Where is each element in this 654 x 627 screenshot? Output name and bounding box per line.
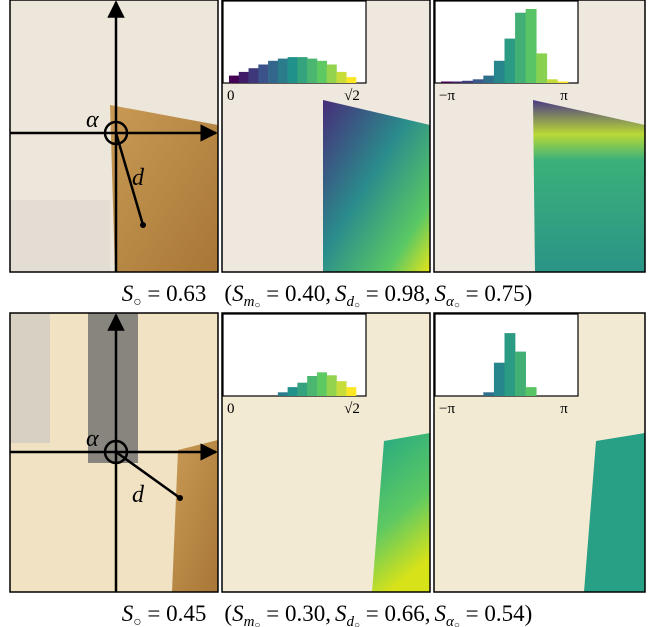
distance-end [140, 222, 146, 228]
histogram-bar [473, 79, 484, 83]
floor [10, 200, 110, 272]
dresser [172, 440, 218, 592]
symbol: S [434, 601, 446, 626]
histogram-max: √2 [344, 88, 360, 104]
paren: ( [224, 601, 232, 626]
histogram-bar [288, 387, 298, 396]
histogram-min: 0 [227, 88, 235, 104]
subscript: m [244, 294, 255, 310]
histogram-bar [249, 68, 259, 83]
histogram-bar [258, 65, 268, 84]
histogram-bar [441, 82, 452, 83]
histogram-bar [536, 53, 547, 83]
value: = 0.63 [142, 281, 207, 306]
paren: ( [224, 281, 232, 306]
panel-annotated: αd [10, 0, 218, 272]
histogram-bar [452, 82, 463, 83]
histogram-bar [483, 76, 494, 83]
histogram-min: −π [439, 88, 455, 104]
subscript: ○ [133, 295, 141, 310]
d-label: d [132, 482, 145, 508]
histogram-bar [346, 77, 356, 83]
histogram-bar [547, 79, 558, 83]
histogram-bar [307, 59, 317, 83]
value: = 0.98, [360, 281, 430, 306]
symbol: S [232, 281, 244, 306]
histogram-bar [494, 363, 505, 396]
value: = 0.45 [142, 601, 207, 626]
histogram-bar [494, 61, 505, 83]
histogram-bar [297, 383, 307, 396]
subscript: m [244, 614, 255, 627]
subscript: ○ [133, 615, 141, 627]
histogram-bar [307, 376, 317, 396]
histogram-bar [278, 392, 288, 396]
symbol: S [232, 601, 244, 626]
histogram-min: −π [439, 401, 455, 417]
histogram-bar [346, 387, 356, 396]
histogram-bar [336, 381, 346, 396]
histogram-bar [505, 333, 516, 396]
symbol: S [434, 281, 446, 306]
histogram-bar [268, 61, 278, 83]
histogram-bar [336, 72, 346, 83]
histogram-bar [288, 57, 298, 83]
score-caption: S○ = 0.45(Sm○ = 0.30,Sd○ = 0.66,Sα○ = 0.… [122, 601, 533, 627]
histogram-bar [229, 76, 239, 83]
histogram-bar [297, 57, 307, 83]
figure: αd0√2−ππS○ = 0.63(Sm○ = 0.40,Sd○ = 0.98,… [0, 0, 654, 627]
normal-map [323, 100, 430, 272]
histogram-bar [515, 352, 526, 396]
normal-map [533, 100, 645, 272]
histogram-max: π [560, 88, 568, 104]
histogram-bar [526, 9, 537, 83]
value: = 0.66, [360, 601, 430, 626]
histogram-bar [317, 61, 327, 83]
panel-magnitude: 0 √2 [222, 313, 430, 592]
histogram-bar [483, 392, 494, 396]
symbol: S [122, 601, 134, 626]
alpha-label: α [86, 107, 99, 133]
histogram-max: √2 [344, 401, 360, 417]
distance-end [177, 495, 183, 501]
window [10, 313, 50, 443]
histogram-bar [505, 39, 516, 83]
symbol: S [335, 281, 347, 306]
score-caption: S○ = 0.63(Sm○ = 0.40,Sd○ = 0.98,Sα○ = 0.… [122, 281, 533, 311]
panel-magnitude: 0 √2 [222, 0, 430, 272]
panel-angle: −π π [434, 313, 645, 592]
histogram-bar [327, 65, 337, 84]
histogram-bar [515, 13, 526, 83]
histogram-max: π [560, 401, 568, 417]
panel-annotated: αd [10, 313, 218, 592]
value: = 0.40, [260, 281, 330, 306]
histogram-bar [317, 372, 327, 396]
value: = 0.30, [260, 601, 330, 626]
panel-angle: −π π [434, 0, 645, 272]
histogram-bar [327, 375, 337, 396]
histogram-bar [526, 387, 537, 396]
symbol: S [335, 601, 347, 626]
histogram-min: 0 [227, 401, 235, 417]
histogram-bar [239, 72, 249, 83]
histogram-bar [557, 82, 568, 83]
d-label: d [132, 165, 145, 191]
value: = 0.54) [460, 601, 532, 626]
histogram-bar [278, 59, 288, 83]
symbol: S [122, 281, 134, 306]
histogram-bar [462, 81, 473, 83]
alpha-label: α [86, 426, 99, 452]
value: = 0.75) [460, 281, 532, 306]
